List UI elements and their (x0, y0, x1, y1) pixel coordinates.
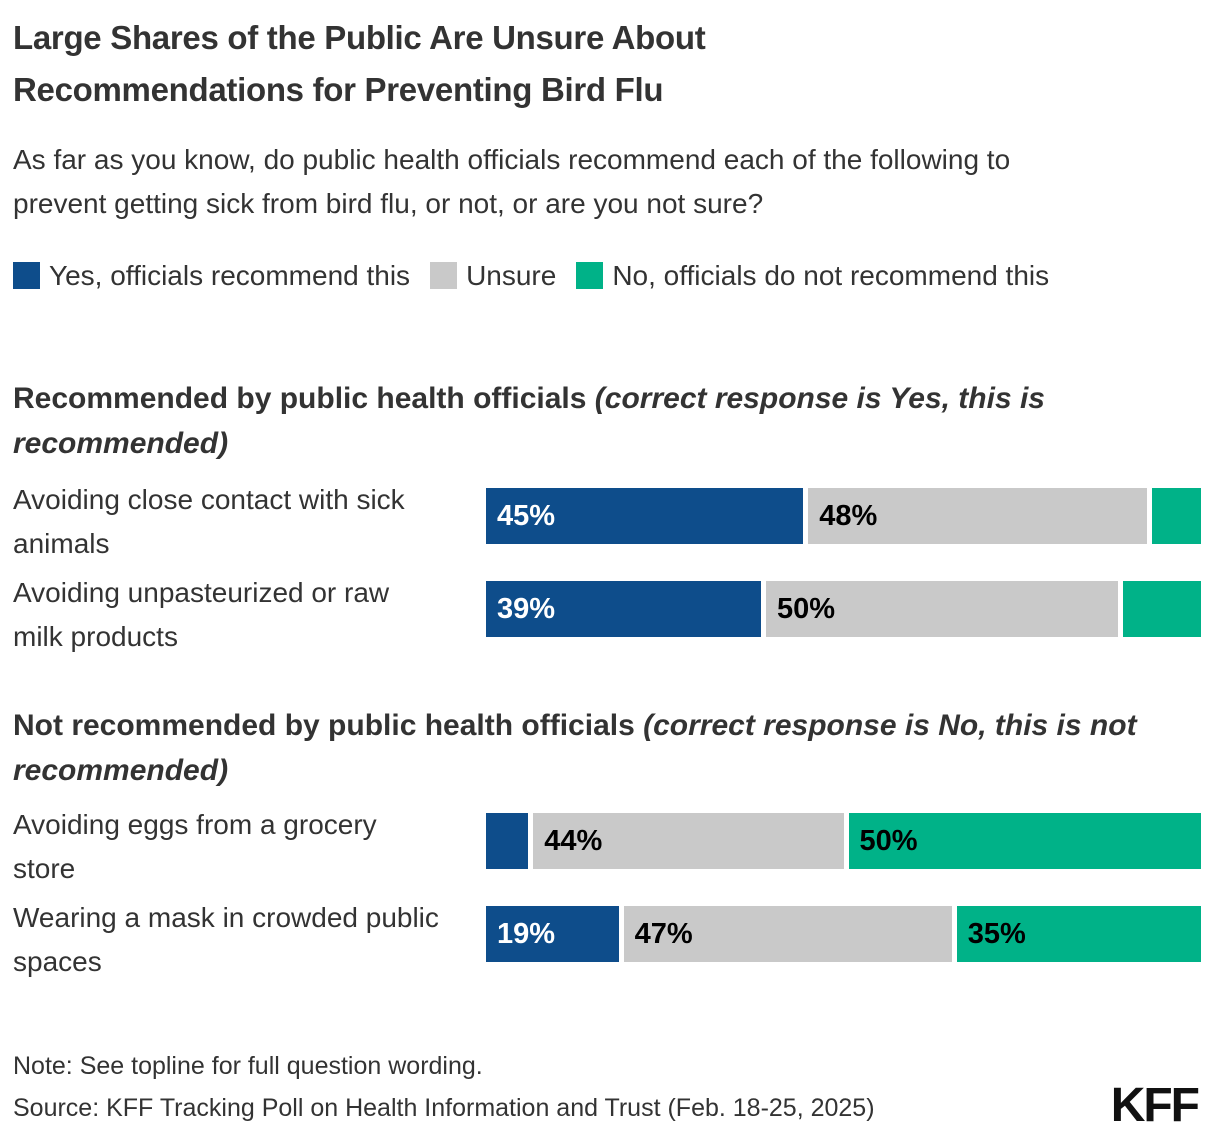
legend-swatch-no-icon (576, 262, 604, 289)
section-heading: Not recommended by public health officia… (13, 703, 1208, 793)
chart-row: Avoiding close contact with sick animals… (13, 478, 1202, 559)
section-heading-note: (correct response is No, this is not rec… (13, 709, 1137, 787)
bar-segment-value-label: 50% (859, 824, 918, 857)
stacked-bar: 45% 48% (486, 488, 1201, 544)
chart-subtitle-question: As far as you know, do public health off… (13, 144, 1011, 219)
stacked-bar: 39% 50% (486, 581, 1201, 637)
section-heading-text: Recommended by public health officials (13, 382, 595, 415)
chart-row: Avoiding eggs from a grocery store 44% 50% (13, 803, 1202, 884)
bar-segment-unsure: 48% (808, 488, 1147, 544)
page-title: Large Shares of the Public Are Unsure Ab… (13, 19, 706, 108)
bar-segment-value-label: 48% (819, 499, 878, 532)
legend-label-no: No, officials do not recommend this (612, 260, 1050, 291)
bar-segment-yes: 19% (486, 906, 619, 962)
source-attribution: Source: KFF Tracking Poll on Health Info… (13, 1094, 875, 1122)
row-category-label: Avoiding eggs from a grocery store (13, 809, 377, 884)
section-heading-note: (correct response is Yes, this is recomm… (13, 382, 1045, 460)
bar-segment-value-label: 47% (634, 917, 693, 950)
bar-segment-no (1151, 488, 1201, 544)
bar-segment-yes (486, 813, 529, 869)
bar-segment-value-label: 19% (497, 917, 556, 950)
bar-segment-value-label: 39% (497, 592, 556, 625)
bar-segment-unsure: 44% (533, 813, 844, 869)
legend: Yes, officials recommend this Unsure No, o… (13, 249, 1113, 302)
bar-segment-no: 50% (848, 813, 1201, 869)
legend-item-no: No, officials do not recommend this (576, 260, 1049, 291)
bar-segment-value-label: 35% (967, 917, 1026, 950)
bar-segment-value-label: 50% (776, 592, 835, 625)
row-category-label: Avoiding unpasteurized or raw milk produ… (13, 577, 390, 652)
bar-segment-value-label: 44% (544, 824, 603, 857)
kff-logo: KFF (1110, 1079, 1200, 1132)
bar-segment-no: 35% (956, 906, 1201, 962)
bar-segment-value-label: 45% (497, 499, 556, 532)
legend-label-yes: Yes, officials recommend this (49, 260, 411, 291)
legend-item-yes: Yes, officials recommend this (13, 260, 410, 291)
bar-segment-unsure: 47% (623, 906, 952, 962)
section-heading-text: Not recommended by public health officia… (13, 709, 644, 742)
bar-segment-yes: 39% (486, 581, 761, 637)
bar-segment-unsure: 50% (765, 581, 1119, 637)
chart-row: Wearing a mask in crowded public spaces 1… (13, 896, 1202, 977)
footnote: Note: See topline for full question word… (13, 1052, 483, 1080)
stacked-bar: 44% 50% (486, 813, 1201, 869)
legend-swatch-yes-icon (13, 262, 40, 289)
bar-segment-no (1123, 581, 1201, 637)
legend-swatch-unsure-icon (430, 262, 458, 289)
legend-label-unsure: Unsure (466, 260, 557, 291)
row-category-label: Avoiding close contact with sick animals (13, 484, 405, 559)
legend-item-unsure: Unsure (430, 260, 556, 291)
stacked-bar: 19% 47% 35% (486, 906, 1201, 962)
row-category-label: Wearing a mask in crowded public spaces (13, 902, 439, 977)
bar-segment-yes: 45% (486, 488, 804, 544)
section-heading: Recommended by public health officials (… (13, 376, 1208, 466)
chart-row: Avoiding unpasteurized or raw milk produ… (13, 571, 1202, 652)
